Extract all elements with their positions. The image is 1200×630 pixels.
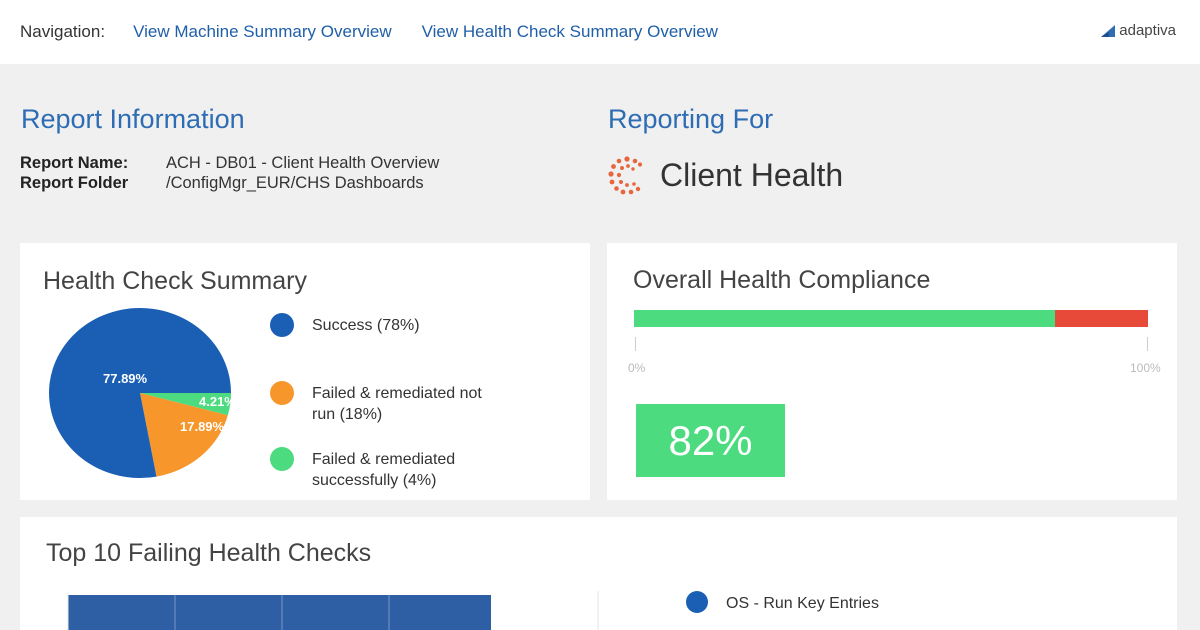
compliance-tick-min [635,337,636,351]
compliance-bar-green-segment [634,310,1056,327]
brand-name: adaptiva [1119,22,1176,39]
pie-slice-failed-success[interactable] [140,393,231,416]
compliance-tick-label-max: 100% [1130,361,1161,375]
machine-summary-link[interactable]: View Machine Summary Overview [133,22,392,41]
legend-item-failed-success: Failed & remediated successfully (4%) [270,447,492,491]
legend-item-failed-not-run: Failed & remediated not run (18%) [270,381,492,425]
navigation-label: Navigation: [20,22,106,41]
client-health-label: Client Health [660,156,844,193]
legend-dot-failed-not-run [270,381,294,405]
pie-label-success: 77.89% [103,371,148,386]
pie-slice-failed-not-run[interactable] [140,393,228,477]
failing-bar-1 [68,595,491,630]
pie-slice-success[interactable] [49,308,232,478]
top-navigation-bar: Navigation: View Machine Summary Overvie… [0,0,1200,64]
top-failing-checks-title: Top 10 Failing Health Checks [46,539,372,567]
report-name-key: Report Name: [20,154,129,172]
compliance-tick-label-min: 0% [628,361,646,375]
legend-label-success: Success (78%) [312,317,420,334]
legend-label-failed-not-run: Failed & remediated not run (18%) [312,385,482,423]
failing-legend-label-1: OS - Run Key Entries [726,595,879,612]
failing-legend-dot-1 [686,591,708,613]
client-health-product: Client Health [606,154,843,196]
report-folder-value: /ConfigMgr_EUR/CHS Dashboards [166,174,424,192]
failing-legend-item-1: OS - Run Key Entries [686,591,986,614]
overall-compliance-card: Overall Health Compliance [607,243,1177,500]
legend-item-success: Success (78%) [270,313,492,337]
health-check-pie-chart: 4.21% 17.89% 77.89% [49,308,233,478]
adaptiva-logo-icon [1101,24,1116,37]
top-failing-checks-card: Top 10 Failing Health Checks OS - Run Ke… [20,517,1177,630]
legend-label-failed-success: Failed & remediated successfully (4%) [312,451,456,489]
pie-label-failed-not-run: 17.89% [180,419,225,434]
overall-compliance-title: Overall Health Compliance [633,266,931,294]
client-health-logo-icon [608,156,643,195]
report-folder-key: Report Folder [20,174,129,192]
legend-dot-success [270,313,294,337]
reporting-for-title: Reporting For [608,104,774,134]
report-name-row: Report Name: ACH - DB01 - Client Health … [20,153,439,173]
pie-label-failed-success: 4.21% [199,394,233,409]
compliance-bar [634,310,1148,327]
report-information-title: Report Information [21,104,245,134]
report-folder-row: Report Folder /ConfigMgr_EUR/CHS Dashboa… [20,173,439,193]
top-failing-bar-chart [67,591,599,630]
legend-dot-failed-success [270,447,294,471]
report-name-value: ACH - DB01 - Client Health Overview [166,154,440,172]
health-check-summary-title: Health Check Summary [43,267,307,295]
compliance-bar-red-segment [1055,310,1148,327]
brand-logo: adaptiva [1101,22,1176,39]
health-check-summary-link[interactable]: View Health Check Summary Overview [421,22,718,41]
compliance-percentage: 82% [636,404,785,477]
compliance-tick-max [1147,337,1148,351]
health-check-summary-card: Health Check Summary 4.21% 17.89% 77.89% S… [20,243,590,500]
report-info-block: Report Name: ACH - DB01 - Client Health … [20,153,439,193]
